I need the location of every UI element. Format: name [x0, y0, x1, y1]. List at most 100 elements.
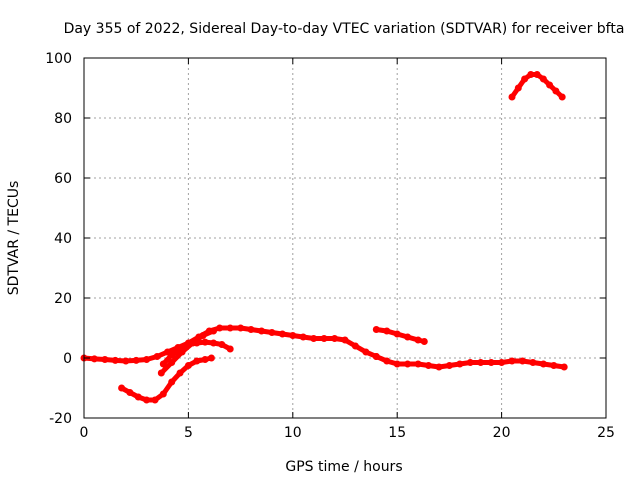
data-point	[122, 357, 130, 365]
data-point	[383, 327, 391, 335]
data-point	[310, 335, 318, 342]
x-tick-labels: 0 5 10 15 20 25	[80, 425, 615, 441]
data-point	[289, 332, 297, 339]
y-tick-label: 80	[54, 111, 72, 127]
data-point	[278, 330, 286, 338]
data-point	[226, 345, 234, 353]
data-point	[498, 359, 506, 366]
y-tick-label: 60	[54, 171, 72, 187]
data-point	[176, 369, 184, 377]
data-point	[404, 360, 412, 368]
data-point	[193, 357, 201, 365]
x-axis-label: GPS time / hours	[285, 459, 402, 475]
series-points-lower-dip	[118, 354, 215, 404]
data-point	[90, 355, 98, 363]
data-point	[393, 360, 401, 368]
data-point	[168, 359, 176, 366]
data-point	[550, 362, 558, 369]
data-point	[199, 332, 207, 339]
data-point	[168, 378, 176, 386]
series-line-baseline-early	[81, 325, 379, 364]
data-point	[351, 342, 359, 350]
chart-title: Day 355 of 2022, Sidereal Day-to-day VTE…	[64, 21, 625, 37]
data-point	[456, 360, 464, 368]
y-tick-label: 100	[45, 51, 72, 67]
data-point	[372, 353, 380, 360]
data-point	[151, 396, 159, 404]
y-axis-label: SDTVAR / TECUs	[6, 181, 22, 296]
data-point	[210, 339, 217, 347]
data-point	[539, 360, 547, 368]
data-point	[168, 351, 176, 359]
data-point	[247, 326, 255, 333]
data-point	[101, 356, 109, 363]
data-point	[514, 84, 522, 92]
data-point	[159, 390, 167, 398]
data-point	[320, 335, 328, 342]
data-point	[508, 93, 516, 101]
x-tick-label: 15	[388, 425, 406, 441]
data-point	[529, 359, 537, 366]
x-tick-label: 5	[184, 425, 193, 441]
data-point	[132, 356, 140, 364]
x-tick-label: 20	[493, 425, 511, 441]
data-point	[258, 327, 265, 335]
data-point	[393, 330, 401, 338]
data-point	[466, 359, 474, 366]
data-point	[546, 81, 554, 89]
data-point	[560, 363, 568, 371]
data-point	[118, 384, 126, 392]
data-point	[527, 71, 535, 78]
data-point	[521, 75, 529, 83]
data-point	[435, 363, 443, 371]
data-point	[201, 356, 209, 363]
data-point	[237, 324, 245, 332]
data-point	[226, 324, 234, 332]
data-point	[184, 362, 192, 369]
data-point	[552, 87, 560, 95]
data-point	[210, 327, 217, 335]
y-tick-label: -20	[49, 411, 72, 427]
data-point	[218, 341, 226, 348]
series-points-high-arc	[508, 71, 566, 101]
data-point	[477, 359, 485, 366]
x-tick-label: 25	[597, 425, 615, 441]
data-point	[331, 335, 339, 342]
y-tick-label: 40	[54, 231, 72, 247]
series-points-diagonal-rise	[157, 327, 217, 377]
data-point	[178, 348, 186, 356]
data-point	[445, 362, 453, 369]
series-points-baseline-late	[372, 353, 568, 371]
y-tick-label: 0	[63, 351, 72, 367]
data-point	[126, 389, 134, 396]
data-point	[414, 336, 422, 344]
data-point	[143, 356, 151, 363]
y-tick-label: 20	[54, 291, 72, 307]
data-point	[508, 357, 516, 365]
data-point	[299, 333, 307, 341]
y-tick-labels: -20 0 20 40 60 80 100	[45, 51, 72, 427]
data-point	[487, 359, 495, 366]
data-point	[207, 354, 215, 362]
series-points-baseline-early	[80, 324, 380, 365]
data-point	[539, 75, 547, 83]
data-point	[111, 356, 119, 364]
data-point	[189, 339, 197, 347]
data-point	[216, 324, 224, 332]
data-point	[404, 333, 412, 341]
series-points-segment-14h	[372, 326, 428, 345]
data-point	[157, 369, 165, 377]
data-series	[80, 71, 568, 404]
data-point	[341, 336, 349, 344]
data-point	[268, 329, 276, 336]
data-point	[519, 357, 526, 365]
data-point	[425, 362, 432, 369]
data-point	[414, 360, 422, 368]
data-point	[201, 338, 209, 346]
data-point	[420, 338, 428, 345]
data-point	[153, 353, 161, 360]
x-tick-label: 0	[80, 425, 89, 441]
data-point	[533, 71, 541, 78]
data-point	[143, 396, 151, 404]
